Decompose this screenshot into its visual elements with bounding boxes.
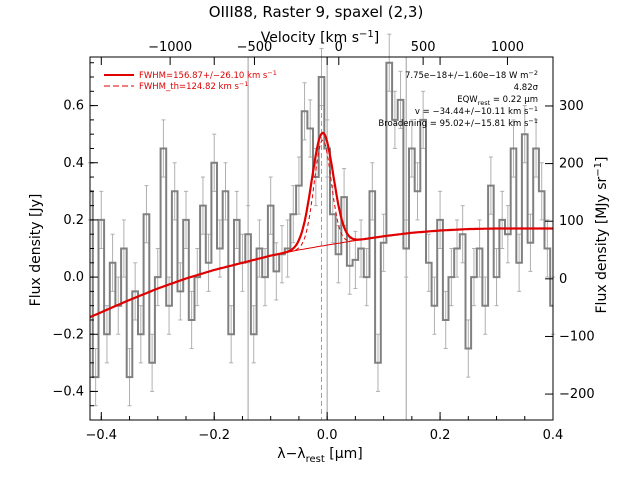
left-axis-title: Flux density [Jy] — [28, 194, 44, 307]
y-tick-label: 0.6 — [63, 99, 84, 114]
annotation-line-flux: 7.75e−18+/−1.60e−18 W m−2 — [405, 69, 538, 81]
top-tick-label: 1000 — [491, 40, 524, 55]
legend-label-th: FWHM_th=124.82 km s−1 — [139, 80, 248, 92]
legend: FWHM=156.87+/−26.10 km s−1 FWHM_th=124.8… — [104, 69, 277, 92]
y-tick-label: 0.4 — [63, 156, 84, 171]
right-tick-label: −100 — [559, 329, 595, 344]
top-tick-label: −1000 — [148, 40, 192, 55]
legend-label-fit: FWHM=156.87+/−26.10 km s−1 — [139, 69, 277, 81]
y-tick-label: 0.2 — [63, 213, 84, 228]
y-tick-label: 0.0 — [63, 270, 84, 285]
x-tick-label: 0.4 — [543, 428, 564, 443]
right-tick-label: 200 — [559, 157, 584, 172]
gaussian-th-line — [281, 139, 360, 254]
axes-frame — [89, 56, 554, 421]
top-tick-label: 0 — [335, 40, 343, 55]
annotation-significance: 4.82σ — [514, 83, 539, 93]
fit-annotations: 7.75e−18+/−1.60e−18 W m−2 4.82σ EQWrest … — [378, 69, 538, 129]
x-tick-label: 0.0 — [317, 428, 338, 443]
right-tick-label: −200 — [559, 387, 595, 402]
y-tick-label: −0.4 — [52, 384, 84, 399]
top-tick-label: 500 — [411, 40, 436, 55]
y-tick-label: −0.2 — [52, 327, 84, 342]
plot-area: −0.4 −0.2 0.0 0.2 0.4−1000 −500 0 500 1000−0.4−0… — [52, 33, 595, 443]
bottom-axis-title: λ−λrest [μm] — [277, 446, 362, 465]
right-tick-label: 300 — [559, 99, 584, 114]
top-axis-title: Velocity [km s−1] — [261, 29, 380, 46]
top-tick-label: −500 — [237, 40, 273, 55]
x-tick-label: 0.2 — [430, 428, 451, 443]
right-axis-title: Flux density [MJy sr−1] — [593, 156, 610, 313]
right-tick-label: 100 — [559, 214, 584, 229]
annotation-eqw: EQWrest = 0.22 μm — [457, 95, 538, 107]
annotation-velocity: v = −34.44+/−10.11 km s−1 — [415, 105, 538, 117]
x-tick-label: −0.2 — [198, 428, 230, 443]
right-tick-label: 0 — [559, 272, 567, 287]
annotation-broadening: Broadening = 95.02+/−15.81 km s−1 — [378, 117, 538, 129]
chart-title: OIII88, Raster 9, spaxel (2,3) — [209, 3, 424, 21]
spectrum-step-line — [90, 61, 553, 379]
x-tick-label: −0.4 — [86, 428, 118, 443]
gaussian-fit-line — [90, 131, 553, 319]
